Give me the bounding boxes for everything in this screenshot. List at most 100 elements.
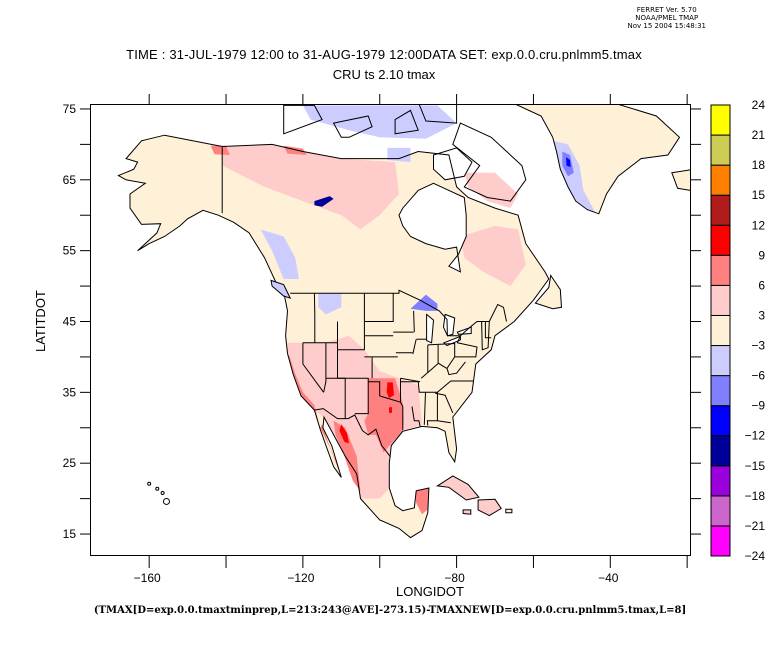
boundary-line [290,289,507,337]
arctic-island-3 [418,104,458,124]
boundary-line [400,377,421,383]
colorbar-swatch [710,224,731,256]
region-mexico-west-warm [333,420,361,492]
region-baffin-warm [464,172,519,209]
colorbar-swatch [710,284,731,316]
y-tick-label: 75 [63,102,77,116]
region-greenland [514,104,680,214]
region-canadian-archipelago-cool [302,105,457,139]
colorbar-swatch [710,495,731,527]
boundary-line [323,342,327,393]
great-lake-1 [426,313,435,344]
colorbar-swatch [710,194,731,226]
region-gulf-of-california-hot [339,424,349,444]
boundary-line [423,392,426,425]
y-axis: 15 25 35 45 55 65 75 [63,102,701,541]
y-tick-label: 15 [63,527,77,541]
colorbar-label: −9 [751,399,765,413]
arctic-island-1 [332,115,373,138]
region-baja-hot [320,424,342,478]
island-cuba [435,475,480,501]
colorbar-swatch [710,435,731,467]
y-tick-label: 65 [63,173,77,187]
colorbar-swatch [710,375,731,407]
boundary-line [434,392,454,414]
plot-frame [90,104,691,556]
boundary-line [484,321,492,339]
boundary-line [481,321,490,351]
colorbar-swatch [710,104,731,136]
stamp-org: NOAA/PMEL TMAP [635,14,699,22]
island-vancouver-island [270,279,292,299]
region-alaska-north-slope-warm [210,145,230,155]
chart-title: TIME : 31-JUL-1979 12:00 to 31-AUG-1979 … [126,47,642,62]
expression-footer: (TMAX[D=exp.0.0.tmaxtminprep,L=213:243@A… [93,605,687,616]
region-northern-canada-warm [222,144,399,230]
region-quebec-warm [460,225,526,287]
colorbar-swatch [710,345,731,377]
region-greenland-deep-core [566,157,571,168]
great-lake-0 [442,313,456,337]
colorbar-label: 18 [752,158,766,172]
colorbar-label: −15 [745,459,766,473]
colorbar-swatch [710,314,731,347]
y-tick-label: 35 [63,385,77,399]
region-bc-cool [260,229,299,279]
region-yucatan-warm [415,488,429,515]
hawaii-island [162,497,170,505]
stamp-version: FERRET Ver. 5.70 [636,6,697,14]
boundary-line [400,378,404,430]
boundary-line [437,420,451,424]
y-tick-label: 25 [63,456,77,470]
island-hispaniola [477,498,502,517]
colorbar-label: −12 [745,429,766,443]
x-tick-label: −80 [444,571,465,585]
island-newfoundland [534,274,563,310]
x-tick-label: −120 [287,571,314,585]
colorbar-swatch [710,254,731,286]
boundary-line [420,362,447,379]
region-california-coast-hot [287,354,319,421]
north-america-coastline [117,134,550,539]
hawaii-island [155,486,160,491]
hawaii-island [160,490,165,495]
region-oklahoma-core [386,382,394,398]
boundary-line [412,339,417,355]
boundary-line [313,408,391,458]
x-axis: −160 −120 −80 −40 [134,94,688,585]
boundary-line [446,356,466,376]
region-southwest-us-warm [287,335,422,499]
island-jamaica [462,509,472,515]
boundary-line [364,293,394,322]
colorbar: −24 −21 −18 −15 −12 −9 −6 −3 3 6 9 12 15 18 21 24 [710,98,766,563]
x-tick-label: −160 [134,571,161,585]
y-tick-label: 55 [63,244,77,258]
region-okla-core-2 [389,407,392,413]
hawaii-island [147,481,152,486]
y-axis-label: LATITDOT [33,290,48,352]
colorbar-swatch [710,164,731,196]
colorbar-label: 21 [752,128,766,142]
hudson-bay [398,182,467,273]
boundary-line [302,342,325,393]
arctic-island-4 [452,122,527,202]
colorbar-swatch [710,405,731,437]
chart-subtitle: CRU ts 2.10 tmax [332,67,436,82]
boundary-line [426,392,438,426]
boundary-line [427,335,478,358]
island-puerto-rico [505,508,513,514]
great-lake-2 [442,335,461,347]
region-texas-oklahoma-hot [364,378,404,453]
x-tick-label: −40 [598,571,619,585]
colorbar-swatch [710,465,731,497]
region-arch-cool-2 [387,147,411,163]
stamp-date: Nov 15 2004 15:48:31 [627,22,707,30]
colorbar-label: −24 [745,549,766,563]
region-great-slave-lake [314,196,334,207]
ferret-stamp: FERRET Ver. 5.70 NOAA/PMEL TMAP Nov 15 2… [628,6,707,30]
boundary-line [411,406,421,427]
colorbar-label: 24 [752,98,766,112]
colorbar-label: −3 [751,339,765,353]
boundary-line [302,293,365,351]
